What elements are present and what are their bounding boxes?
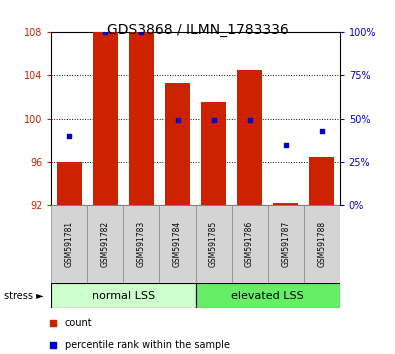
Bar xyxy=(196,283,340,308)
Bar xyxy=(57,162,82,205)
Point xyxy=(211,118,217,123)
Point xyxy=(49,321,56,326)
Point xyxy=(66,133,73,139)
Point xyxy=(246,118,253,123)
Bar xyxy=(93,32,118,205)
Bar xyxy=(231,205,267,283)
Point xyxy=(138,29,145,35)
Bar xyxy=(165,83,190,205)
Bar xyxy=(309,156,334,205)
Point xyxy=(174,118,181,123)
Bar xyxy=(267,205,304,283)
Bar xyxy=(273,203,298,205)
Point xyxy=(318,128,325,133)
Text: elevated LSS: elevated LSS xyxy=(231,291,304,301)
Text: normal LSS: normal LSS xyxy=(92,291,155,301)
Text: stress ►: stress ► xyxy=(4,291,43,301)
Bar xyxy=(129,32,154,205)
Text: GSM591785: GSM591785 xyxy=(209,221,218,267)
Text: GDS3868 / ILMN_1783336: GDS3868 / ILMN_1783336 xyxy=(107,23,288,37)
Point xyxy=(282,142,289,148)
Bar xyxy=(123,205,160,283)
Text: GSM591787: GSM591787 xyxy=(281,221,290,267)
Bar xyxy=(51,205,87,283)
Bar xyxy=(51,283,196,308)
Bar xyxy=(304,205,340,283)
Text: GSM591786: GSM591786 xyxy=(245,221,254,267)
Point xyxy=(49,342,56,348)
Text: GSM591782: GSM591782 xyxy=(101,221,110,267)
Text: GSM591788: GSM591788 xyxy=(317,221,326,267)
Bar xyxy=(87,205,123,283)
Text: GSM591784: GSM591784 xyxy=(173,221,182,267)
Text: percentile rank within the sample: percentile rank within the sample xyxy=(65,339,230,350)
Text: GSM591781: GSM591781 xyxy=(65,221,74,267)
Bar xyxy=(201,102,226,205)
Point xyxy=(102,29,109,35)
Text: count: count xyxy=(65,318,92,329)
Bar xyxy=(196,205,231,283)
Bar xyxy=(237,70,262,205)
Text: GSM591783: GSM591783 xyxy=(137,221,146,267)
Bar xyxy=(160,205,196,283)
